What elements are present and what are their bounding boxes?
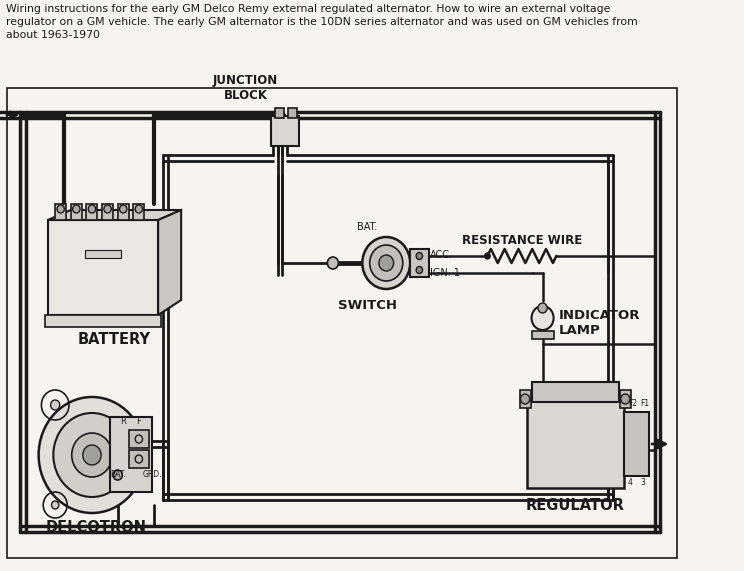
Circle shape	[113, 470, 122, 480]
Circle shape	[73, 205, 80, 213]
Text: BAT.: BAT.	[110, 470, 126, 479]
Bar	[623, 412, 650, 476]
Bar	[129, 430, 149, 448]
Circle shape	[120, 205, 127, 213]
Bar	[85, 250, 121, 258]
Text: JUNCTION
BLOCK: JUNCTION BLOCK	[213, 74, 278, 102]
Text: ACC.: ACC.	[430, 250, 453, 260]
Text: F2: F2	[628, 399, 637, 408]
Bar	[48, 220, 158, 315]
Text: Wiring instructions for the early GM Delco Remy external regulated alternator. H: Wiring instructions for the early GM Del…	[5, 4, 638, 41]
Text: 4: 4	[628, 478, 633, 487]
Circle shape	[538, 303, 547, 313]
Circle shape	[54, 413, 131, 497]
Bar	[527, 400, 623, 488]
Text: BAT.: BAT.	[356, 222, 377, 232]
Circle shape	[104, 205, 112, 213]
Text: SWITCH: SWITCH	[339, 299, 397, 312]
Text: GRD.: GRD.	[143, 470, 162, 479]
Circle shape	[379, 255, 394, 271]
Text: DELCOTRON: DELCOTRON	[46, 521, 147, 536]
Bar	[410, 249, 429, 277]
Text: R: R	[120, 417, 126, 426]
Circle shape	[83, 445, 101, 465]
Bar	[272, 116, 299, 146]
Bar	[133, 204, 144, 220]
Circle shape	[620, 394, 630, 404]
Circle shape	[327, 257, 339, 269]
Circle shape	[416, 267, 423, 274]
Circle shape	[89, 205, 96, 213]
Circle shape	[39, 397, 145, 513]
Circle shape	[362, 237, 410, 289]
Polygon shape	[48, 210, 182, 220]
Bar	[519, 390, 530, 408]
Bar	[86, 204, 97, 220]
Circle shape	[51, 400, 60, 410]
Text: F1: F1	[640, 399, 650, 408]
Text: INDICATOR
LAMP: INDICATOR LAMP	[559, 309, 641, 337]
Circle shape	[71, 433, 112, 477]
Bar	[45, 315, 161, 327]
Text: F: F	[136, 417, 141, 426]
Bar	[288, 108, 297, 118]
Circle shape	[135, 455, 143, 463]
Bar	[129, 450, 149, 468]
Circle shape	[51, 501, 59, 509]
Text: REGULATOR: REGULATOR	[525, 498, 624, 513]
Bar	[7, 88, 677, 558]
Bar	[102, 204, 113, 220]
Circle shape	[521, 394, 530, 404]
Circle shape	[370, 245, 403, 281]
Bar	[620, 390, 631, 408]
Circle shape	[531, 306, 554, 330]
Bar	[71, 204, 82, 220]
Circle shape	[135, 435, 143, 443]
Bar	[110, 417, 152, 492]
Text: 3: 3	[640, 478, 645, 487]
Circle shape	[416, 252, 423, 259]
Polygon shape	[158, 210, 182, 315]
Circle shape	[135, 205, 143, 213]
Bar	[531, 331, 554, 339]
Bar	[275, 108, 284, 118]
Circle shape	[57, 205, 65, 213]
Bar	[531, 382, 619, 402]
Circle shape	[484, 253, 490, 259]
Bar	[118, 204, 129, 220]
Text: IGN. 1: IGN. 1	[430, 268, 461, 278]
Bar	[55, 204, 66, 220]
Text: BATTERY: BATTERY	[77, 332, 150, 348]
Text: RESISTANCE WIRE: RESISTANCE WIRE	[462, 234, 582, 247]
